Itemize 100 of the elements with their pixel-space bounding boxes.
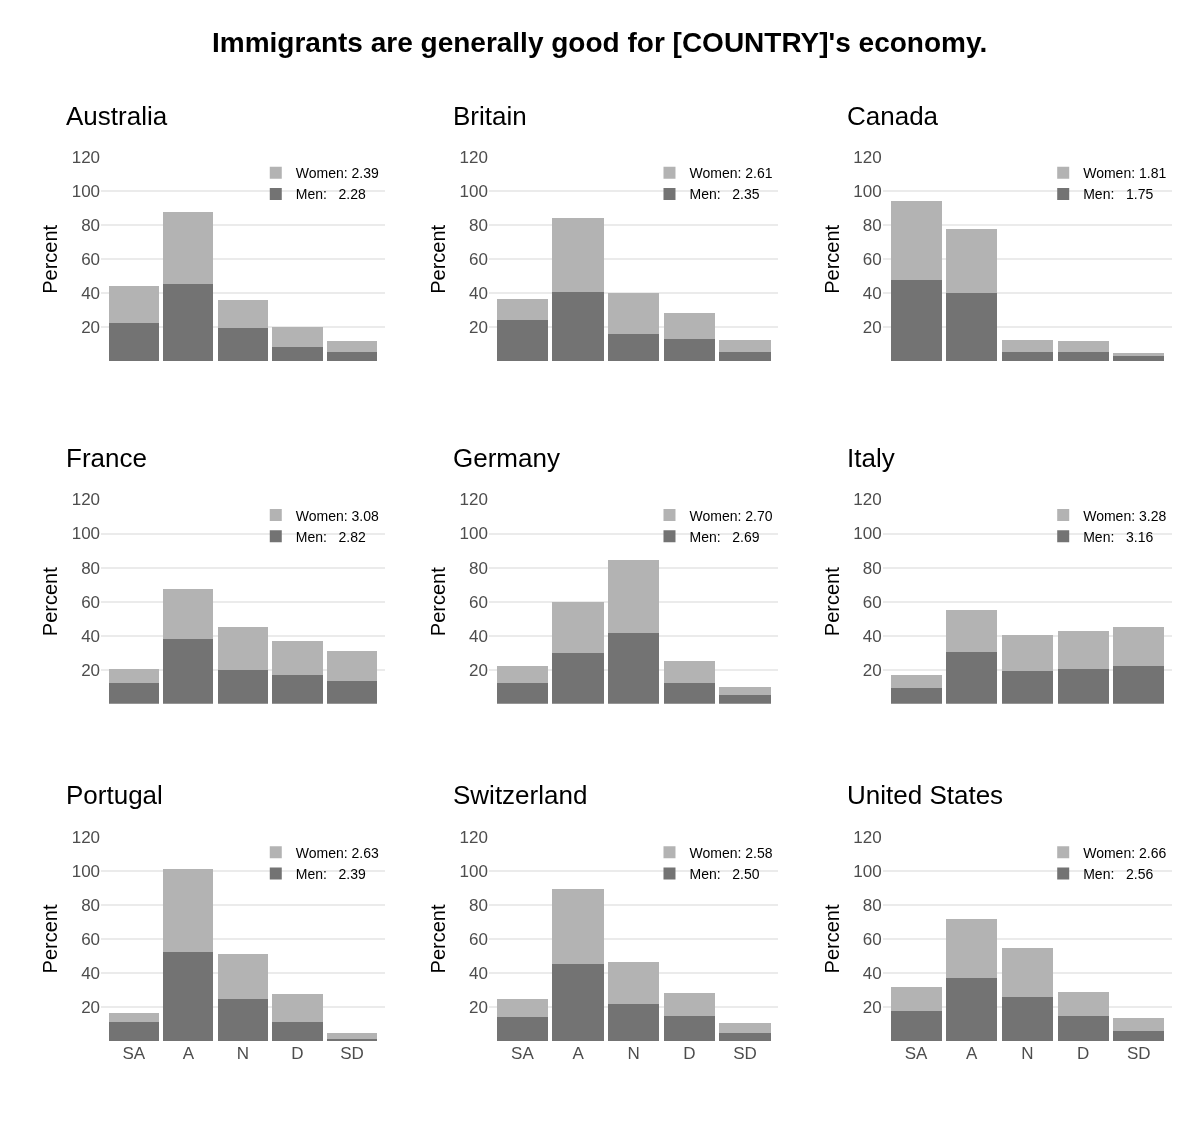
bar: [496, 683, 548, 704]
y-tick-label: 20: [81, 318, 101, 338]
y-tick-label: 100: [459, 861, 488, 881]
y-tick-label: 40: [469, 963, 488, 983]
bar: [108, 285, 159, 324]
bar: [663, 312, 716, 339]
x-tick-label: SD: [1127, 1044, 1151, 1064]
y-tick-label: 20: [81, 998, 101, 1017]
bar: [163, 951, 214, 1042]
bar: [608, 1003, 660, 1042]
bar: [1001, 340, 1054, 353]
bar: [608, 961, 660, 1004]
y-tick-label: 20: [469, 998, 488, 1017]
x-tick-label: SD: [733, 1044, 757, 1064]
y-tick-label: 20: [81, 660, 101, 680]
bar: [272, 347, 323, 362]
y-tick-label: 40: [469, 626, 488, 646]
y-tick-label: 100: [459, 524, 488, 544]
y-axis-title: Percent: [820, 224, 843, 294]
chart-title: Germany: [453, 443, 560, 473]
legend-label: Men: 2.82: [295, 528, 367, 545]
bar: [1001, 948, 1054, 997]
y-tick-label: 100: [71, 524, 101, 544]
bar: [1001, 352, 1054, 362]
bar: [552, 601, 604, 653]
bar: [272, 327, 323, 348]
legend-label: Women: 3.08: [295, 507, 379, 524]
bar: [552, 963, 604, 1042]
x-tick-label: SD: [340, 1044, 364, 1064]
bar: [496, 665, 548, 684]
bar: [552, 652, 604, 704]
chart-title: Switzerland: [453, 780, 588, 810]
y-axis-title: Percent: [427, 224, 450, 294]
bar: [1057, 341, 1109, 353]
bar: [1057, 630, 1109, 669]
chart-title: United States: [847, 780, 1004, 810]
bar: [1113, 627, 1165, 667]
chart-title: Italy: [847, 443, 895, 473]
legend-label: Men: 3.16: [1083, 528, 1154, 545]
bar: [496, 319, 548, 362]
bar: [663, 682, 716, 704]
y-tick-label: 40: [862, 626, 882, 646]
y-tick-label: 120: [459, 827, 488, 847]
x-tick-label: N: [627, 1044, 640, 1064]
bar: [719, 1023, 771, 1034]
y-tick-label: 100: [853, 182, 882, 202]
x-tick-label: D: [1076, 1044, 1090, 1064]
x-tick-label: A: [572, 1044, 585, 1064]
bar: [890, 279, 942, 362]
bar: [1113, 356, 1165, 362]
bar: [890, 1011, 942, 1042]
y-axis-title: Percent: [427, 904, 450, 974]
chart-title: Australia: [66, 101, 168, 131]
bar: [608, 633, 660, 704]
x-tick-label: N: [1021, 1044, 1034, 1064]
y-tick-label: 80: [862, 216, 882, 236]
y-tick-label: 80: [81, 216, 101, 236]
y-axis-title: Percent: [820, 904, 843, 974]
x-tick-label: SA: [122, 1044, 146, 1064]
bar: [1001, 670, 1054, 704]
bar: [663, 661, 716, 683]
bar: [1001, 996, 1054, 1042]
bar: [217, 669, 269, 704]
bar: [496, 1017, 548, 1042]
bar: [272, 1022, 323, 1042]
y-tick-label: 60: [81, 592, 101, 612]
legend-label: Men: 2.56: [1083, 865, 1154, 882]
chart-title: Canada: [847, 101, 939, 131]
y-tick-label: 100: [71, 861, 101, 881]
y-tick-label: 120: [853, 490, 882, 510]
y-tick-label: 40: [81, 626, 101, 646]
bar: [946, 978, 998, 1042]
legend-label: Women: 3.28: [1083, 507, 1167, 524]
x-tick-label: D: [683, 1044, 696, 1064]
y-tick-label: 100: [71, 182, 101, 202]
y-tick-label: 80: [469, 216, 488, 236]
y-tick-label: 120: [71, 827, 101, 847]
legend-label: Women: 2.66: [1083, 844, 1167, 861]
bar: [108, 668, 159, 683]
bar: [890, 201, 942, 280]
bar: [663, 338, 716, 362]
y-tick-label: 60: [81, 250, 101, 270]
x-tick-label: SA: [904, 1044, 929, 1064]
bar: [552, 291, 604, 362]
y-tick-label: 20: [862, 318, 882, 338]
y-tick-label: 100: [853, 524, 882, 544]
bar: [217, 999, 269, 1042]
bar: [163, 211, 214, 284]
chart-title: Britain: [453, 101, 527, 131]
y-tick-label: 100: [853, 861, 882, 881]
y-axis-title: Percent: [39, 224, 62, 294]
bar: [272, 994, 323, 1023]
bar: [217, 627, 269, 670]
y-tick-label: 120: [853, 148, 882, 168]
bar: [890, 687, 942, 704]
bar: [946, 651, 998, 704]
chart-title: France: [66, 443, 147, 473]
bar: [326, 352, 378, 362]
y-tick-label: 60: [469, 250, 488, 270]
bar: [272, 674, 323, 704]
